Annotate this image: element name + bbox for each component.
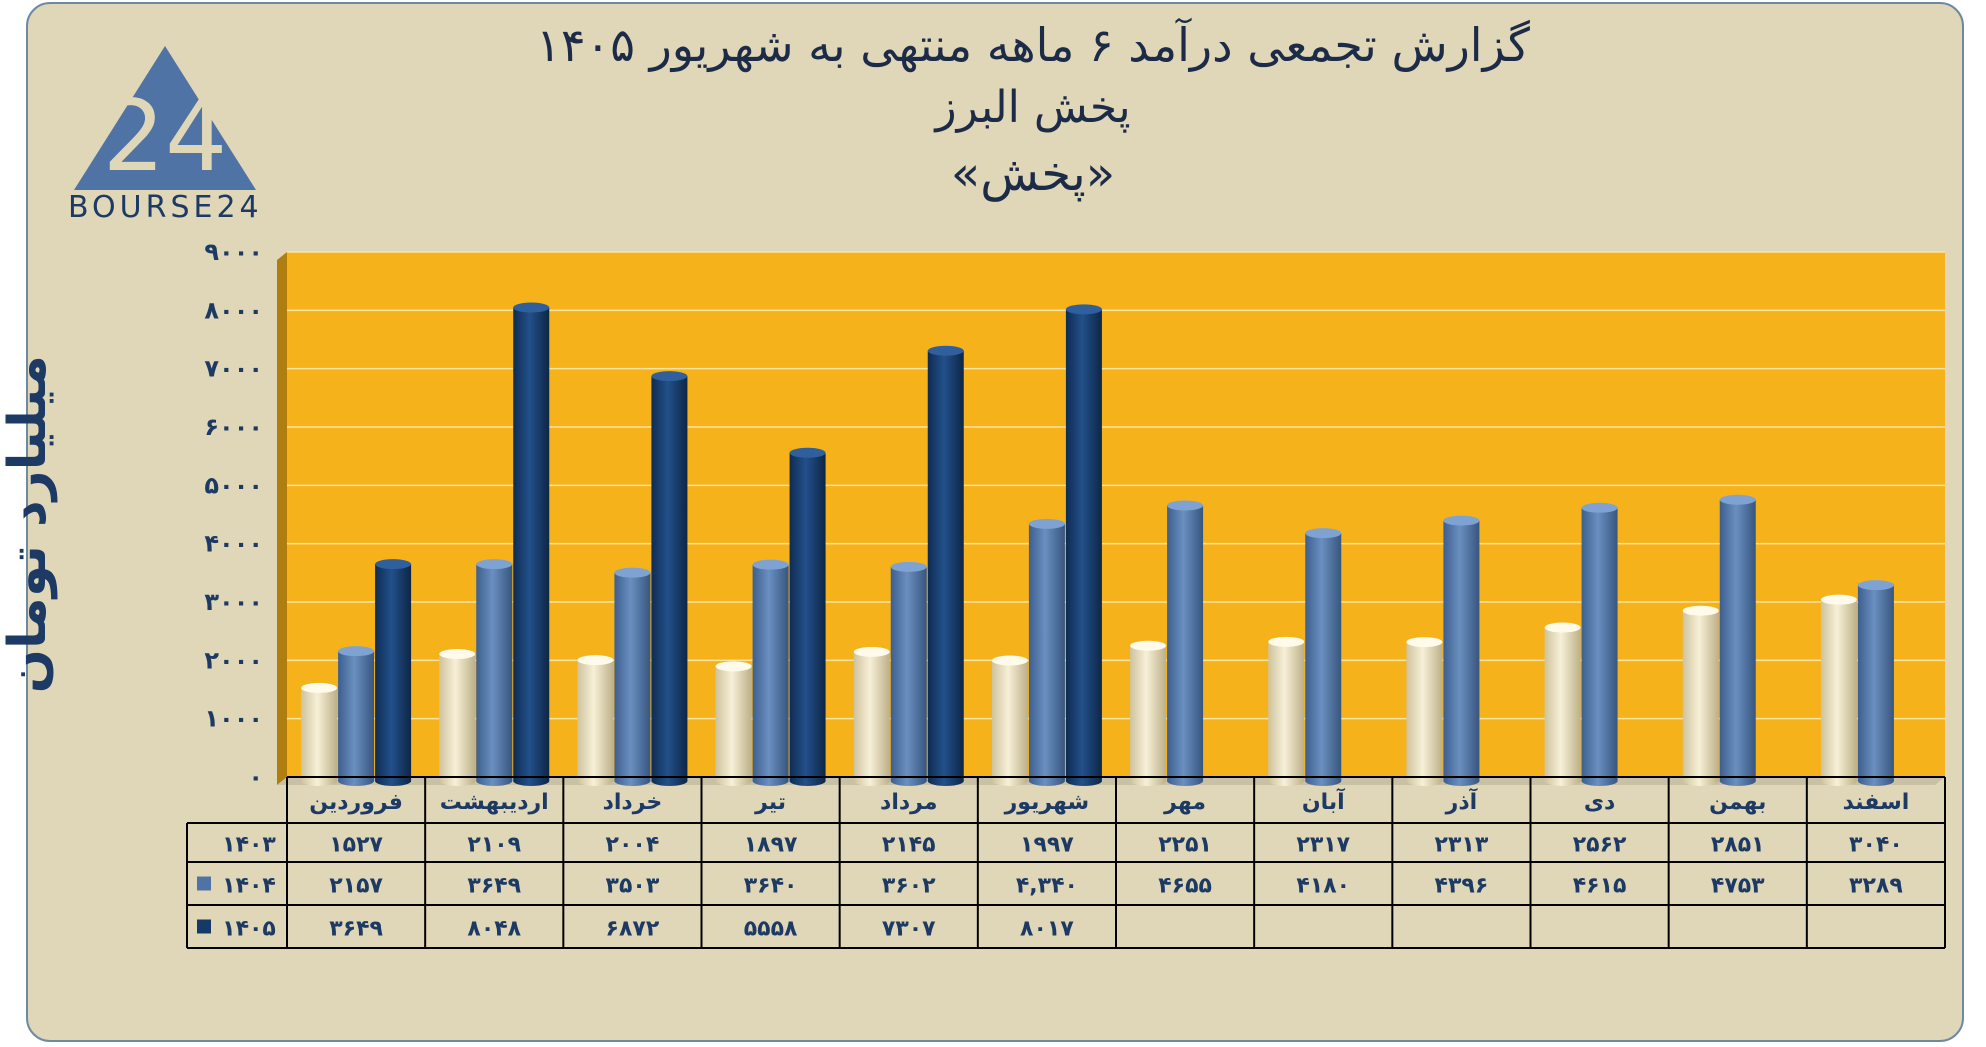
x-tick-label: اردیبهشت: [440, 790, 549, 815]
x-tick-label: شهریور: [1004, 790, 1090, 815]
data-label-1-10: ۴۷۵۳: [1711, 874, 1765, 899]
bar-0-3: [715, 661, 752, 786]
data-label-2-2: ۶۸۷۲: [606, 917, 660, 942]
bar-2-5: [1065, 304, 1102, 786]
x-tick-label: مهر: [1163, 790, 1206, 815]
data-label-0-5: ۱۹۹۷: [1020, 833, 1074, 858]
data-label-1-5: ۴,۳۴۰: [1016, 874, 1078, 899]
data-label-2-1: ۸۰۴۸: [467, 917, 521, 942]
bar-0-9: [1544, 622, 1581, 786]
data-label-0-8: ۲۳۱۳: [1435, 833, 1489, 858]
data-label-0-2: ۲۰۰۴: [606, 833, 660, 858]
legend-label-2: ۱۴۰۵: [222, 917, 276, 942]
bar-2-4: [927, 345, 964, 786]
bar-0-4: [853, 646, 890, 786]
ticker-symbol: «پخش»: [950, 146, 1116, 202]
data-label-0-0: ۱۵۲۷: [329, 833, 383, 858]
plot-side-wall: [277, 252, 287, 785]
legend-swatch-1: [197, 876, 211, 891]
y-tick-label: ۳۰۰۰: [204, 588, 263, 616]
data-label-0-7: ۲۳۱۷: [1296, 833, 1350, 858]
x-tick-label: اسفند: [1843, 790, 1910, 815]
data-label-2-3: ۵۵۵۸: [744, 917, 798, 942]
bar-0-1: [439, 648, 476, 786]
x-tick-label: آبان: [1302, 787, 1345, 815]
bar-0-2: [577, 655, 614, 786]
bar-0-8: [1406, 637, 1443, 786]
legend-label-1: ۱۴۰۴: [222, 874, 276, 899]
data-label-1-1: ۳۶۴۹: [467, 874, 521, 899]
data-label-1-7: ۴۱۸۰: [1296, 874, 1350, 899]
bourse24-logo: 24: [74, 46, 256, 192]
legend-swatch-2: [197, 919, 211, 934]
bar-0-6: [1130, 640, 1167, 786]
plot-floor: [277, 777, 1945, 785]
bar-2-0: [375, 559, 412, 786]
data-label-1-2: ۳۵۰۳: [606, 874, 660, 899]
y-tick-label: ۹۰۰۰: [204, 238, 263, 266]
bar-0-10: [1682, 605, 1719, 786]
data-label-0-6: ۲۲۵۱: [1158, 833, 1212, 858]
y-tick-label: ۰: [248, 763, 263, 791]
bar-1-7: [1305, 528, 1342, 786]
legend-label-0: ۱۴۰۳: [222, 833, 276, 858]
data-label-2-5: ۸۰۱۷: [1020, 917, 1074, 942]
y-tick-label: ۷۰۰۰: [204, 355, 263, 383]
x-tick-label: مرداد: [880, 790, 937, 815]
data-label-1-0: ۲۱۵۷: [329, 874, 383, 899]
logo-text: BOURSE24: [68, 190, 263, 225]
bar-1-9: [1581, 502, 1618, 786]
plot-area: [287, 252, 1945, 777]
data-label-0-4: ۲۱۴۵: [882, 833, 936, 858]
data-label-1-11: ۳۲۸۹: [1849, 874, 1903, 899]
bar-1-6: [1167, 500, 1204, 786]
bar-0-0: [301, 682, 338, 786]
y-tick-label: ۲۰۰۰: [204, 646, 263, 674]
y-tick-label: ۴۰۰۰: [204, 530, 263, 558]
bar-1-4: [890, 561, 927, 786]
bar-1-5: [1028, 518, 1065, 786]
data-label-1-3: ۳۶۴۰: [744, 874, 798, 899]
data-label-0-9: ۲۵۶۲: [1573, 833, 1627, 858]
x-tick-label: بهمن: [1709, 790, 1766, 815]
data-label-1-6: ۴۶۵۵: [1158, 874, 1212, 899]
data-label-1-8: ۴۳۹۶: [1435, 874, 1489, 899]
y-tick-label: ۸۰۰۰: [204, 296, 263, 324]
data-label-1-9: ۴۶۱۵: [1573, 874, 1627, 899]
data-label-1-4: ۳۶۰۲: [882, 874, 936, 899]
bar-1-0: [338, 646, 375, 786]
x-tick-label: دی: [1584, 790, 1615, 815]
y-tick-label: ۱۰۰۰: [204, 705, 263, 733]
bar-2-1: [513, 302, 550, 786]
data-label-0-1: ۲۱۰۹: [467, 833, 521, 858]
bar-1-3: [752, 559, 789, 786]
data-label-0-11: ۳۰۴۰: [1849, 833, 1903, 858]
bar-1-11: [1857, 580, 1894, 786]
x-tick-label: آذر: [1445, 787, 1478, 815]
x-tick-label: تیر: [754, 790, 786, 815]
bar-1-1: [476, 559, 513, 786]
bar-0-5: [991, 655, 1028, 786]
bar-2-2: [651, 371, 688, 786]
bar-1-10: [1719, 494, 1756, 786]
bar-1-8: [1443, 515, 1480, 786]
data-label-0-3: ۱۸۹۷: [744, 833, 798, 858]
x-tick-label: خرداد: [603, 790, 663, 815]
company-name: پخش البرز: [935, 82, 1131, 133]
svg-text:24: 24: [103, 80, 228, 192]
data-label-0-10: ۲۸۵۱: [1711, 833, 1765, 858]
chart-title: گزارش تجمعی درآمد ۶ ماهه منتهی به شهریور…: [536, 18, 1530, 72]
data-label-2-0: ۳۶۴۹: [329, 917, 383, 942]
data-label-2-4: ۷۳۰۷: [882, 917, 936, 942]
bar-0-7: [1268, 636, 1305, 786]
bar-2-3: [789, 447, 826, 786]
y-tick-label: ۶۰۰۰: [204, 413, 263, 441]
x-tick-label: فروردین: [309, 790, 403, 815]
bar-1-2: [614, 567, 651, 786]
bar-0-11: [1820, 594, 1857, 786]
y-tick-label: ۵۰۰۰: [204, 471, 263, 499]
